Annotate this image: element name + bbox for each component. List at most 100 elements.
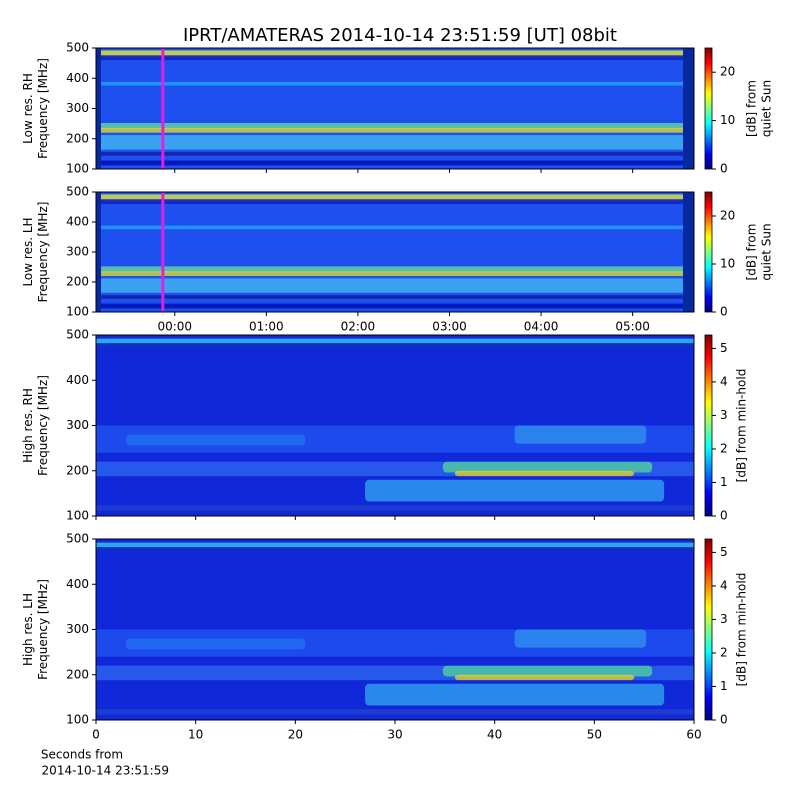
y-tick-label: 400 bbox=[66, 577, 89, 591]
spectrogram-background bbox=[96, 192, 694, 312]
spectrogram-texture bbox=[96, 303, 694, 309]
x-tick-label: 03:00 bbox=[432, 320, 467, 334]
spectrogram-texture bbox=[683, 192, 694, 312]
spectrogram-texture bbox=[96, 271, 694, 276]
colorbar-tick-label: 1 bbox=[720, 679, 728, 693]
spectrogram-texture bbox=[96, 338, 694, 344]
spectrogram-texture bbox=[96, 135, 694, 150]
colorbar bbox=[704, 334, 713, 517]
y-tick-label: 500 bbox=[66, 41, 89, 55]
spectrogram-texture bbox=[96, 192, 101, 312]
colorbar-tick-label: 0 bbox=[720, 305, 728, 319]
y-axis-label: High res. LH bbox=[21, 593, 35, 666]
x-tick-label: 60 bbox=[686, 728, 701, 742]
y-axis-label: Frequency [MHz] bbox=[36, 202, 50, 303]
colorbar-tick-label: 0 bbox=[720, 162, 728, 176]
spectrogram-texture bbox=[442, 665, 653, 677]
spectrogram-background bbox=[96, 48, 694, 169]
colorbar-tick-label: 2 bbox=[720, 645, 728, 659]
spectrogram-texture bbox=[96, 709, 694, 715]
x-tick-label: 30 bbox=[387, 728, 402, 742]
y-axis-label: Frequency [MHz] bbox=[36, 375, 50, 476]
spectrogram-texture bbox=[96, 295, 694, 299]
y-axis-label: Low res. RH bbox=[21, 73, 35, 144]
y-tick-label: 100 bbox=[66, 162, 89, 176]
colorbar-tick-label: 4 bbox=[720, 578, 728, 592]
spectrogram-texture bbox=[96, 225, 694, 230]
y-axis-label: Frequency [MHz] bbox=[36, 58, 50, 159]
x-tick-label: 02:00 bbox=[341, 320, 376, 334]
spectrogram-texture bbox=[96, 160, 694, 166]
colorbar-label: [dB] from min-hold bbox=[735, 573, 749, 687]
colorbar-label: quiet Sun bbox=[760, 80, 774, 137]
y-tick-label: 400 bbox=[66, 373, 89, 387]
y-tick-label: 400 bbox=[66, 215, 89, 229]
spectrogram-texture bbox=[96, 278, 694, 293]
colorbar-tick-label: 5 bbox=[720, 545, 728, 559]
colorbar-tick-label: 4 bbox=[720, 374, 728, 388]
colorbar-tick-label: 3 bbox=[720, 612, 728, 626]
y-tick-label: 300 bbox=[66, 101, 89, 115]
spectrogram-texture bbox=[442, 461, 653, 473]
y-tick-label: 500 bbox=[66, 532, 89, 546]
spectrogram-texture bbox=[96, 505, 694, 511]
x-tick-label: 40 bbox=[487, 728, 502, 742]
x-tick-label: 01:00 bbox=[249, 320, 284, 334]
spectrogram-texture bbox=[514, 425, 647, 444]
y-axis-label: Low res. LH bbox=[21, 217, 35, 286]
colorbar-tick-label: 10 bbox=[720, 257, 735, 271]
spectrogram-texture bbox=[454, 674, 635, 681]
colorbar-label: [dB] from bbox=[745, 224, 759, 281]
y-axis-label: High res. RH bbox=[21, 388, 35, 463]
y-tick-label: 100 bbox=[66, 305, 89, 319]
x-tick-label: 50 bbox=[587, 728, 602, 742]
spectrogram-texture bbox=[365, 479, 665, 502]
x-tick-label: 04:00 bbox=[524, 320, 559, 334]
x-axis-label: 2014-10-14 23:51:59 bbox=[42, 764, 169, 778]
spectrogram-texture bbox=[96, 152, 694, 156]
x-tick-label: 00:00 bbox=[157, 320, 192, 334]
y-tick-label: 500 bbox=[66, 185, 89, 199]
spectrogram-texture bbox=[96, 542, 694, 548]
spectrogram-texture bbox=[96, 344, 694, 348]
y-tick-label: 500 bbox=[66, 328, 89, 342]
y-axis-label: Frequency [MHz] bbox=[36, 579, 50, 680]
colorbar-label: quiet Sun bbox=[760, 223, 774, 280]
y-tick-label: 300 bbox=[66, 622, 89, 636]
x-tick-label: 10 bbox=[188, 728, 203, 742]
spectrogram-texture bbox=[125, 434, 306, 446]
colorbar bbox=[704, 538, 713, 721]
spectrogram-texture bbox=[96, 548, 694, 552]
colorbar-tick-label: 20 bbox=[720, 65, 735, 79]
y-tick-label: 200 bbox=[66, 463, 89, 477]
x-tick-label: 0 bbox=[92, 728, 100, 742]
colorbar bbox=[704, 191, 713, 313]
colorbar bbox=[704, 47, 713, 170]
colorbar-tick-label: 1 bbox=[720, 475, 728, 489]
spectrogram-texture bbox=[514, 629, 647, 648]
spectrogram-texture bbox=[96, 266, 694, 273]
spectrogram-texture bbox=[96, 48, 101, 169]
spectrogram-texture bbox=[125, 638, 306, 650]
colorbar-tick-label: 0 bbox=[720, 509, 728, 523]
colorbar-tick-label: 3 bbox=[720, 408, 728, 422]
colorbar-tick-label: 5 bbox=[720, 341, 728, 355]
colorbar-tick-label: 0 bbox=[720, 713, 728, 727]
spectrogram-texture bbox=[96, 194, 694, 201]
spectrogram-texture bbox=[96, 55, 694, 61]
y-tick-label: 300 bbox=[66, 418, 89, 432]
x-tick-label: 05:00 bbox=[615, 320, 650, 334]
x-tick-label: 20 bbox=[288, 728, 303, 742]
x-axis-label: Seconds from bbox=[41, 748, 123, 762]
spectrogram-texture bbox=[365, 683, 665, 706]
y-tick-label: 100 bbox=[66, 509, 89, 523]
y-tick-label: 200 bbox=[66, 275, 89, 289]
colorbar-label: [dB] from bbox=[745, 80, 759, 137]
spectrogram-texture bbox=[96, 50, 694, 57]
colorbar-tick-label: 20 bbox=[720, 209, 735, 223]
figure-title: IPRT/AMATERAS 2014-10-14 23:51:59 [UT] 0… bbox=[183, 25, 617, 46]
spectrogram-texture bbox=[96, 81, 694, 86]
spectrogram-texture bbox=[683, 48, 694, 169]
colorbar-tick-label: 10 bbox=[720, 113, 735, 127]
